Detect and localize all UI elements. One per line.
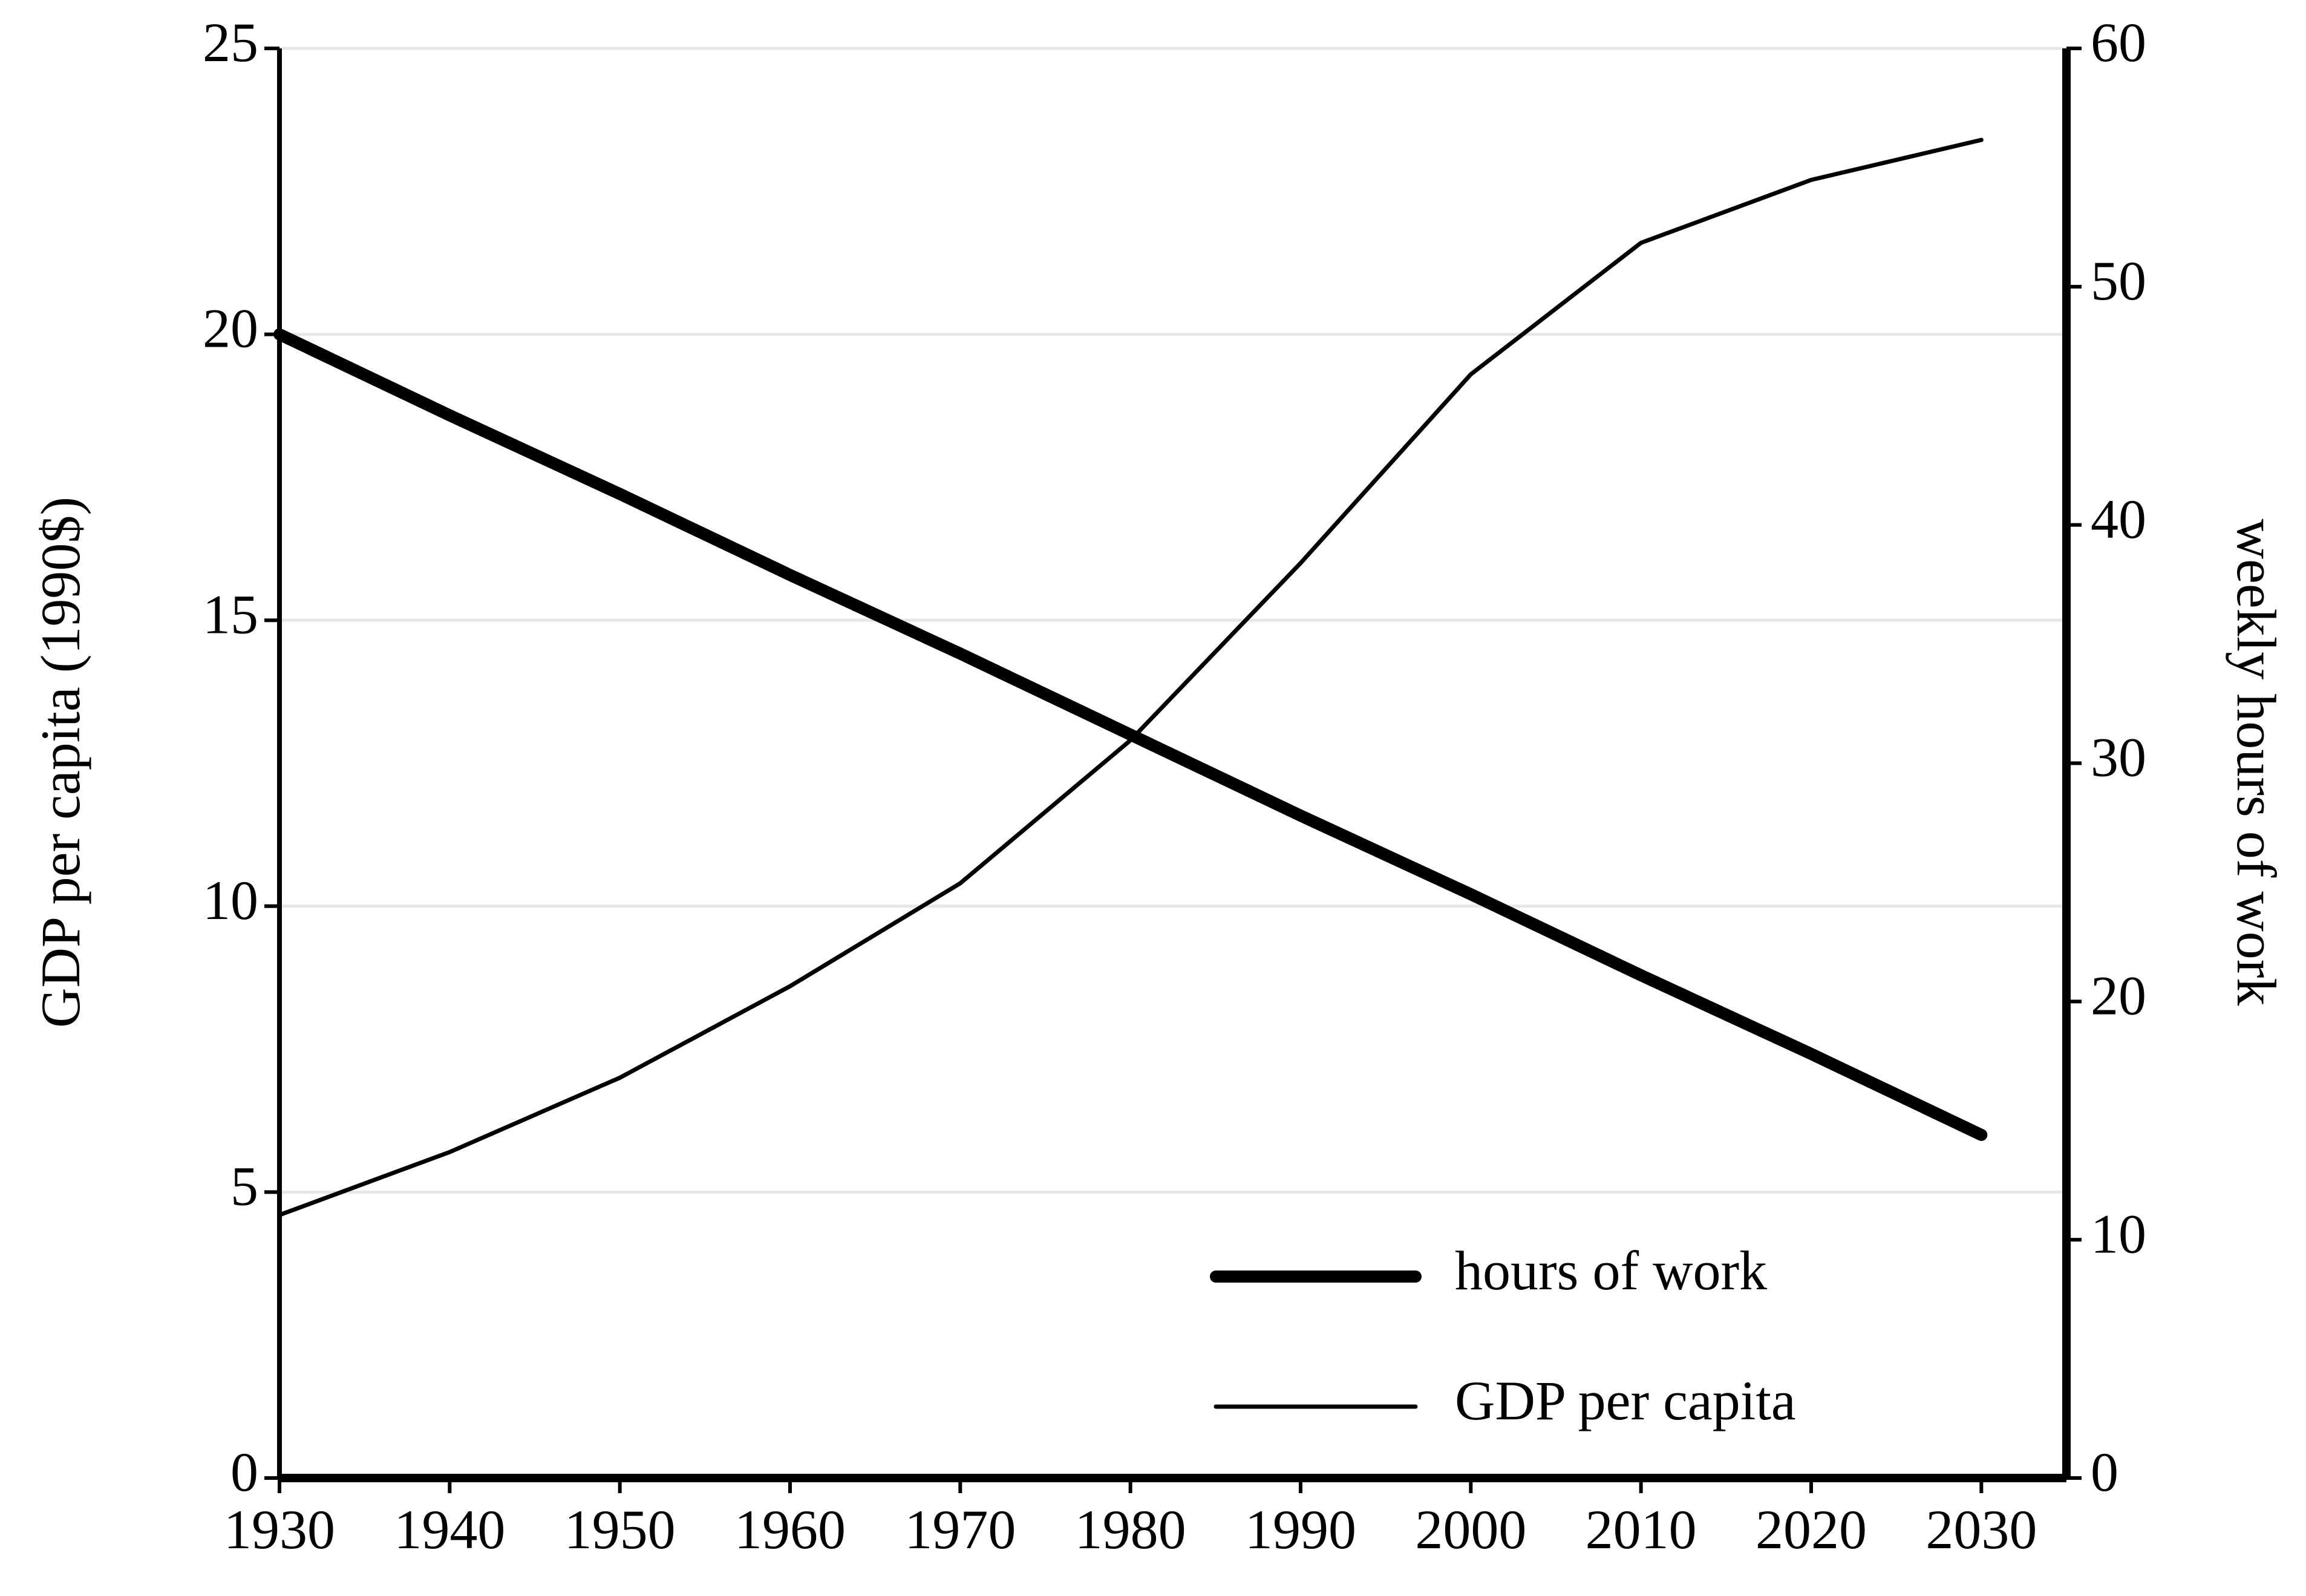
x-tick-label: 1930 bbox=[224, 1499, 335, 1560]
line bbox=[277, 137, 1984, 1217]
x-tick-label: 2030 bbox=[1925, 1499, 2037, 1560]
line bbox=[273, 328, 1988, 1141]
y2-tick-label: 0 bbox=[2091, 1441, 2118, 1503]
y2-tick-label: 60 bbox=[2091, 11, 2146, 73]
x-tick-label: 1970 bbox=[904, 1499, 1016, 1560]
y-tick-label: 20 bbox=[203, 298, 258, 359]
y2-tick-label: 20 bbox=[2091, 964, 2146, 1026]
y2-tick-label: 10 bbox=[2091, 1203, 2146, 1264]
y-tick-label: 15 bbox=[203, 583, 258, 645]
x-tick-label: 2010 bbox=[1586, 1499, 1697, 1560]
y2-tick-label: 30 bbox=[2091, 727, 2146, 788]
legend-label: hours of work bbox=[1455, 1240, 1767, 1301]
x-tick-label: 1960 bbox=[734, 1499, 846, 1560]
y-tick-label: 0 bbox=[230, 1441, 258, 1503]
y-tick-label: 10 bbox=[203, 869, 258, 931]
y-tick-label: 25 bbox=[203, 11, 258, 73]
y2-axis-label: weekly hours of work bbox=[2226, 519, 2287, 1006]
y-tick-label: 5 bbox=[230, 1156, 258, 1217]
y2-tick-label: 50 bbox=[2091, 250, 2146, 312]
y-axis-label: GDP per capita (1990$) bbox=[30, 497, 91, 1028]
x-tick-label: 2020 bbox=[1756, 1499, 1867, 1560]
y2-tick-label: 40 bbox=[2091, 488, 2146, 550]
x-tick-label: 1940 bbox=[394, 1499, 505, 1560]
x-tick-label: 1990 bbox=[1245, 1499, 1356, 1560]
x-tick-label: 2000 bbox=[1415, 1499, 1526, 1560]
x-tick-label: 1950 bbox=[564, 1499, 676, 1560]
legend-label: GDP per capita bbox=[1455, 1370, 1796, 1431]
x-tick-label: 1980 bbox=[1075, 1499, 1186, 1560]
